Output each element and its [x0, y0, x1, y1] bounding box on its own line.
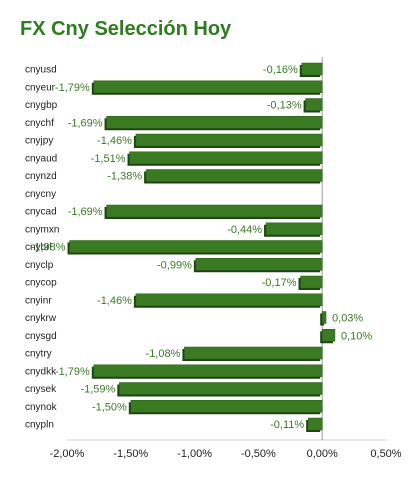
value-label: -1,50%	[92, 401, 127, 413]
category-label: cnychf	[25, 118, 54, 129]
bar	[184, 346, 323, 360]
value-label: -0,16%	[263, 64, 298, 76]
category-label: cnynok	[25, 402, 58, 413]
category-label: cnyclp	[25, 260, 54, 271]
bar	[321, 329, 336, 342]
x-tick-label: 0,00%	[307, 448, 338, 460]
category-label: cnybrl	[25, 242, 52, 253]
category-label: cnyjpy	[25, 136, 53, 147]
value-label: -0,17%	[262, 277, 297, 289]
x-tick-label: -0,50%	[241, 448, 276, 460]
value-label: -0,13%	[267, 100, 302, 112]
value-label: -1,69%	[68, 117, 103, 129]
value-label: -1,51%	[91, 153, 126, 165]
value-label: -1,98%	[31, 242, 66, 254]
category-label: cnynzd	[25, 171, 57, 182]
value-label: -1,79%	[55, 366, 90, 378]
bar	[305, 98, 323, 111]
category-label: cnydkk	[25, 366, 57, 377]
category-label: cnyaud	[25, 153, 57, 164]
bar	[135, 293, 323, 306]
x-tick-label: -2,00%	[50, 448, 85, 460]
bar	[300, 275, 323, 289]
value-label: -0,11%	[270, 419, 304, 431]
bar	[106, 204, 323, 218]
bar	[106, 116, 323, 129]
bar	[135, 133, 323, 147]
category-label: cnysgd	[25, 331, 57, 342]
category-label: cnyeur	[25, 82, 56, 93]
category-label: cnypln	[25, 420, 54, 431]
value-label: -1,59%	[80, 384, 115, 396]
x-tick-label: 0,50%	[370, 448, 401, 460]
value-label: -0,99%	[157, 259, 192, 271]
bar	[301, 62, 323, 76]
bar	[145, 169, 323, 182]
x-tick-label: -1,50%	[113, 448, 148, 460]
chart-title: FX Cny Selección Hoy	[20, 18, 232, 40]
bar	[307, 417, 323, 431]
category-label: cnymxn	[25, 224, 59, 235]
bar	[195, 258, 323, 271]
bar	[93, 364, 323, 377]
category-label: cnycny	[25, 189, 56, 200]
value-label: -1,79%	[55, 82, 90, 94]
category-label: cnyusd	[25, 65, 57, 76]
value-label: -1,38%	[107, 171, 142, 183]
category-label: cnycad	[25, 207, 57, 218]
category-label: cnysek	[25, 384, 57, 395]
category-label: cnytry	[25, 349, 52, 360]
x-tick-label: -1,00%	[177, 448, 212, 460]
value-label: -1,46%	[97, 135, 132, 147]
bar	[265, 222, 323, 235]
category-label: cnycop	[25, 278, 57, 289]
value-label: -1,08%	[146, 348, 181, 360]
value-label: -0,44%	[227, 224, 262, 236]
bar	[130, 400, 323, 413]
value-label: -1,46%	[97, 295, 132, 307]
bar	[321, 311, 327, 324]
bar	[129, 151, 323, 164]
category-label: cnyinr	[25, 295, 52, 306]
category-label: cnygbp	[25, 100, 58, 111]
value-label: 0,10%	[341, 330, 372, 342]
bar	[93, 80, 323, 93]
category-label: cnykrw	[25, 313, 57, 324]
bar	[119, 382, 323, 395]
value-label: 0,03%	[332, 313, 363, 325]
value-label: -1,69%	[68, 206, 103, 218]
bar	[69, 240, 323, 253]
